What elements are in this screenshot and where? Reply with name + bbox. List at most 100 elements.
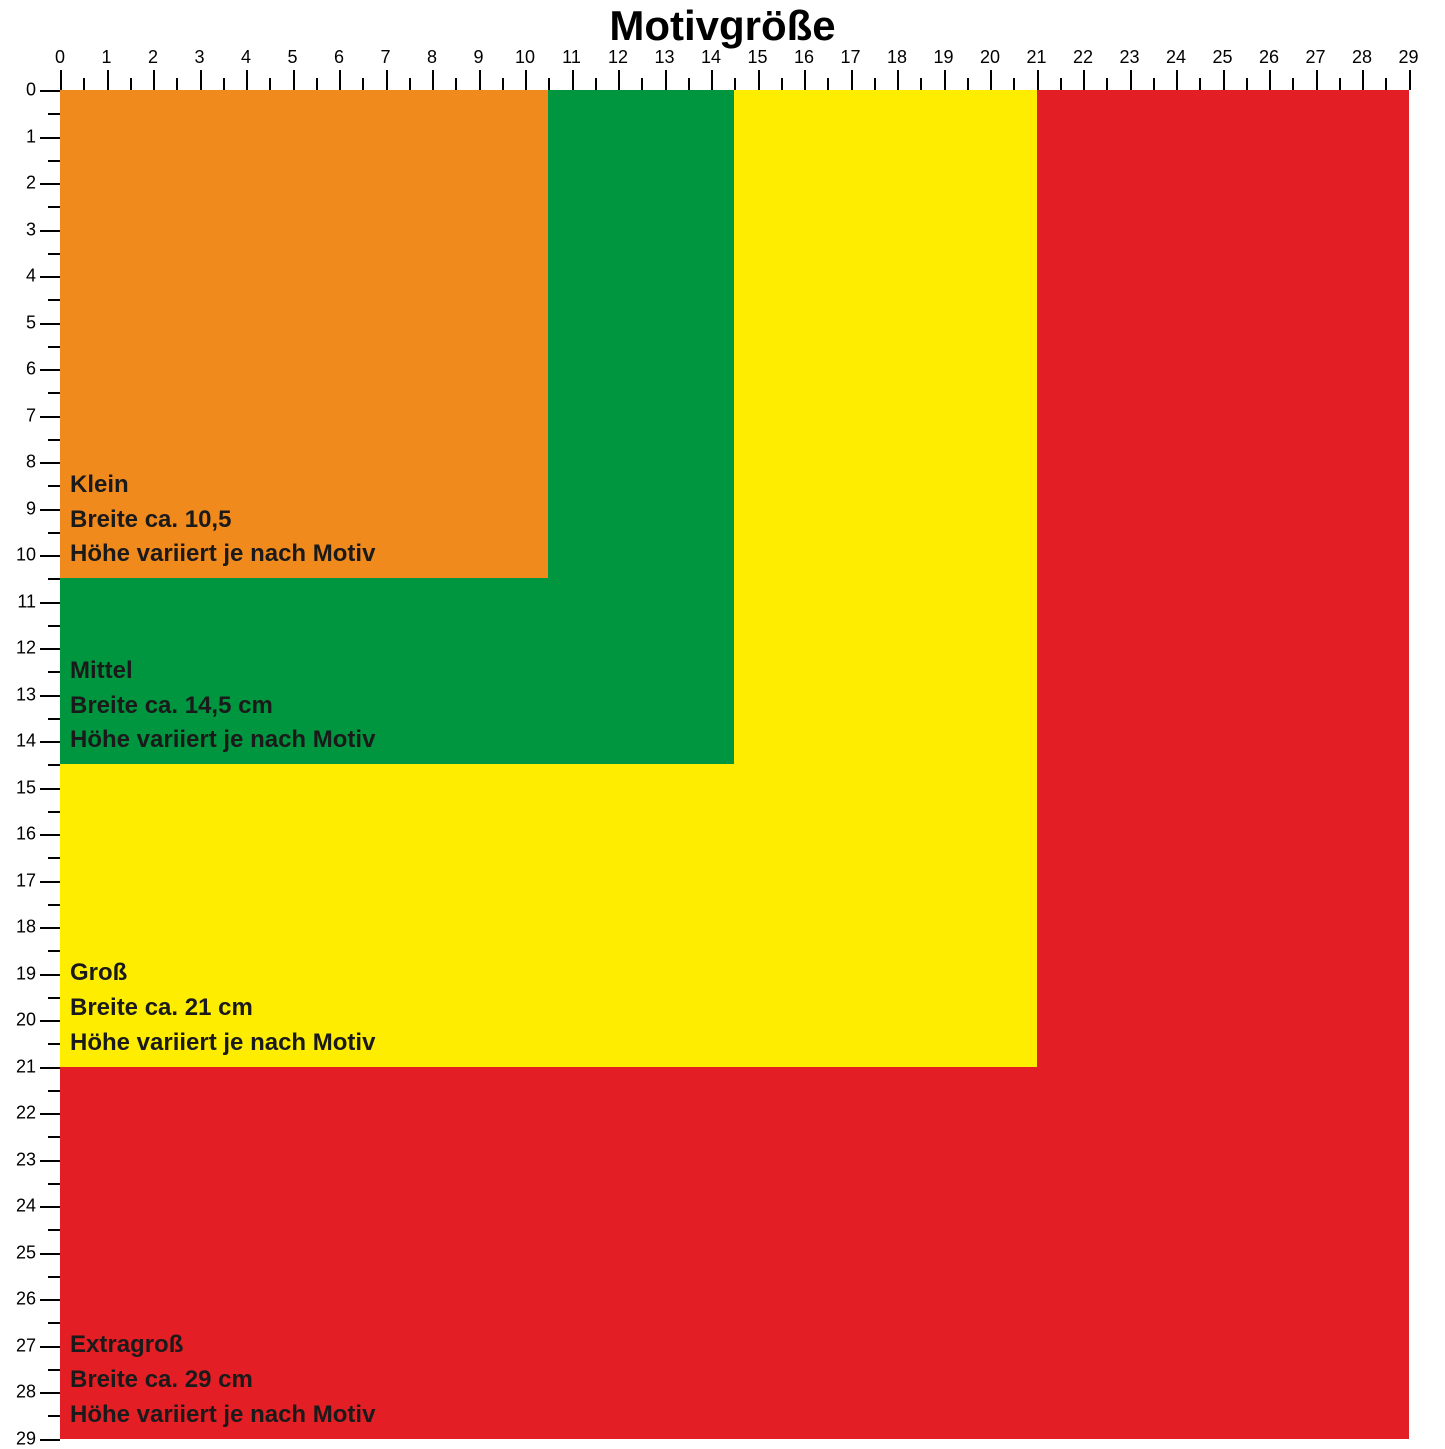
tick-left-minor [48, 346, 60, 348]
tick-left-minor [48, 671, 60, 673]
tick-top-major [153, 70, 155, 90]
tick-top-label: 9 [473, 47, 483, 68]
tick-left-major [40, 509, 60, 511]
tick-left-major [40, 1439, 60, 1441]
tick-left-label: 22 [16, 1103, 36, 1124]
tick-top-label: 17 [840, 47, 860, 68]
tick-top-minor [455, 78, 457, 90]
tick-left-minor [48, 904, 60, 906]
tick-top-label: 14 [701, 47, 721, 68]
tick-top-label: 5 [287, 47, 297, 68]
tick-left-label: 12 [16, 638, 36, 659]
tick-left-minor [48, 857, 60, 859]
tick-left-major [40, 1067, 60, 1069]
tick-top-label: 25 [1212, 47, 1232, 68]
tick-top-label: 29 [1398, 47, 1418, 68]
tick-left-label: 3 [26, 219, 36, 240]
tick-left-label: 23 [16, 1149, 36, 1170]
tick-left-label: 18 [16, 917, 36, 938]
tick-left-minor [48, 1322, 60, 1324]
tick-left-label: 21 [16, 1056, 36, 1077]
tick-left-minor [48, 1090, 60, 1092]
tick-top-major [1269, 70, 1271, 90]
size-label-line: Breite ca. 21 cm [70, 991, 375, 1026]
tick-top-minor [781, 78, 783, 90]
tick-left-major [40, 183, 60, 185]
tick-left-major [40, 369, 60, 371]
tick-left-major [40, 1160, 60, 1162]
tick-left-minor [48, 439, 60, 441]
tick-left-major [40, 1299, 60, 1301]
tick-top-minor [967, 78, 969, 90]
size-label-line: Breite ca. 14,5 cm [70, 689, 375, 724]
tick-left-label: 29 [16, 1428, 36, 1449]
tick-left-major [40, 323, 60, 325]
tick-left-minor [48, 485, 60, 487]
tick-left-major [40, 555, 60, 557]
tick-left-major [40, 881, 60, 883]
tick-left-label: 28 [16, 1382, 36, 1403]
tick-left-minor [48, 299, 60, 301]
tick-left-major [40, 695, 60, 697]
tick-left-major [40, 1253, 60, 1255]
size-label-line: Breite ca. 10,5 [70, 503, 375, 538]
tick-top-major [1223, 70, 1225, 90]
tick-top-label: 28 [1352, 47, 1372, 68]
tick-top-minor [641, 78, 643, 90]
tick-top-minor [130, 78, 132, 90]
tick-top-label: 6 [334, 47, 344, 68]
tick-top-major [851, 70, 853, 90]
size-label-line: Klein [70, 468, 375, 503]
tick-top-major [1037, 70, 1039, 90]
tick-top-label: 19 [933, 47, 953, 68]
tick-top-label: 12 [608, 47, 628, 68]
tick-left-minor [48, 764, 60, 766]
tick-left-label: 16 [16, 824, 36, 845]
tick-left-major [40, 90, 60, 92]
tick-top-major [339, 70, 341, 90]
tick-left-label: 6 [26, 359, 36, 380]
tick-top-label: 23 [1119, 47, 1139, 68]
size-label-line: Breite ca. 29 cm [70, 1363, 375, 1398]
tick-top-minor [1292, 78, 1294, 90]
tick-left-major [40, 1392, 60, 1394]
tick-top-major [618, 70, 620, 90]
tick-top-minor [269, 78, 271, 90]
tick-top-major [386, 70, 388, 90]
tick-left-label: 14 [16, 731, 36, 752]
tick-left-minor [48, 160, 60, 162]
tick-left-label: 9 [26, 498, 36, 519]
tick-left-minor [48, 950, 60, 952]
tick-left-major [40, 602, 60, 604]
tick-top-minor [223, 78, 225, 90]
tick-top-major [525, 70, 527, 90]
tick-left-minor [48, 1415, 60, 1417]
tick-top-major [711, 70, 713, 90]
tick-left-major [40, 1020, 60, 1022]
tick-left-minor [48, 1276, 60, 1278]
tick-left-minor [48, 1229, 60, 1231]
tick-left-major [40, 974, 60, 976]
tick-left-label: 15 [16, 777, 36, 798]
tick-left-label: 0 [26, 80, 36, 101]
tick-left-label: 27 [16, 1335, 36, 1356]
tick-top-major [200, 70, 202, 90]
tick-left-minor [48, 113, 60, 115]
tick-top-label: 8 [427, 47, 437, 68]
tick-top-label: 24 [1166, 47, 1186, 68]
tick-top-major [1130, 70, 1132, 90]
tick-left-major [40, 462, 60, 464]
tick-top-major [1409, 70, 1411, 90]
tick-left-label: 4 [26, 266, 36, 287]
tick-left-major [40, 788, 60, 790]
tick-top-label: 26 [1259, 47, 1279, 68]
tick-top-label: 22 [1073, 47, 1093, 68]
tick-top-minor [595, 78, 597, 90]
tick-top-major [432, 70, 434, 90]
tick-top-label: 2 [148, 47, 158, 68]
tick-left-minor [48, 578, 60, 580]
tick-left-major [40, 416, 60, 418]
tick-top-minor [734, 78, 736, 90]
tick-left-minor [48, 253, 60, 255]
tick-left-label: 1 [26, 126, 36, 147]
